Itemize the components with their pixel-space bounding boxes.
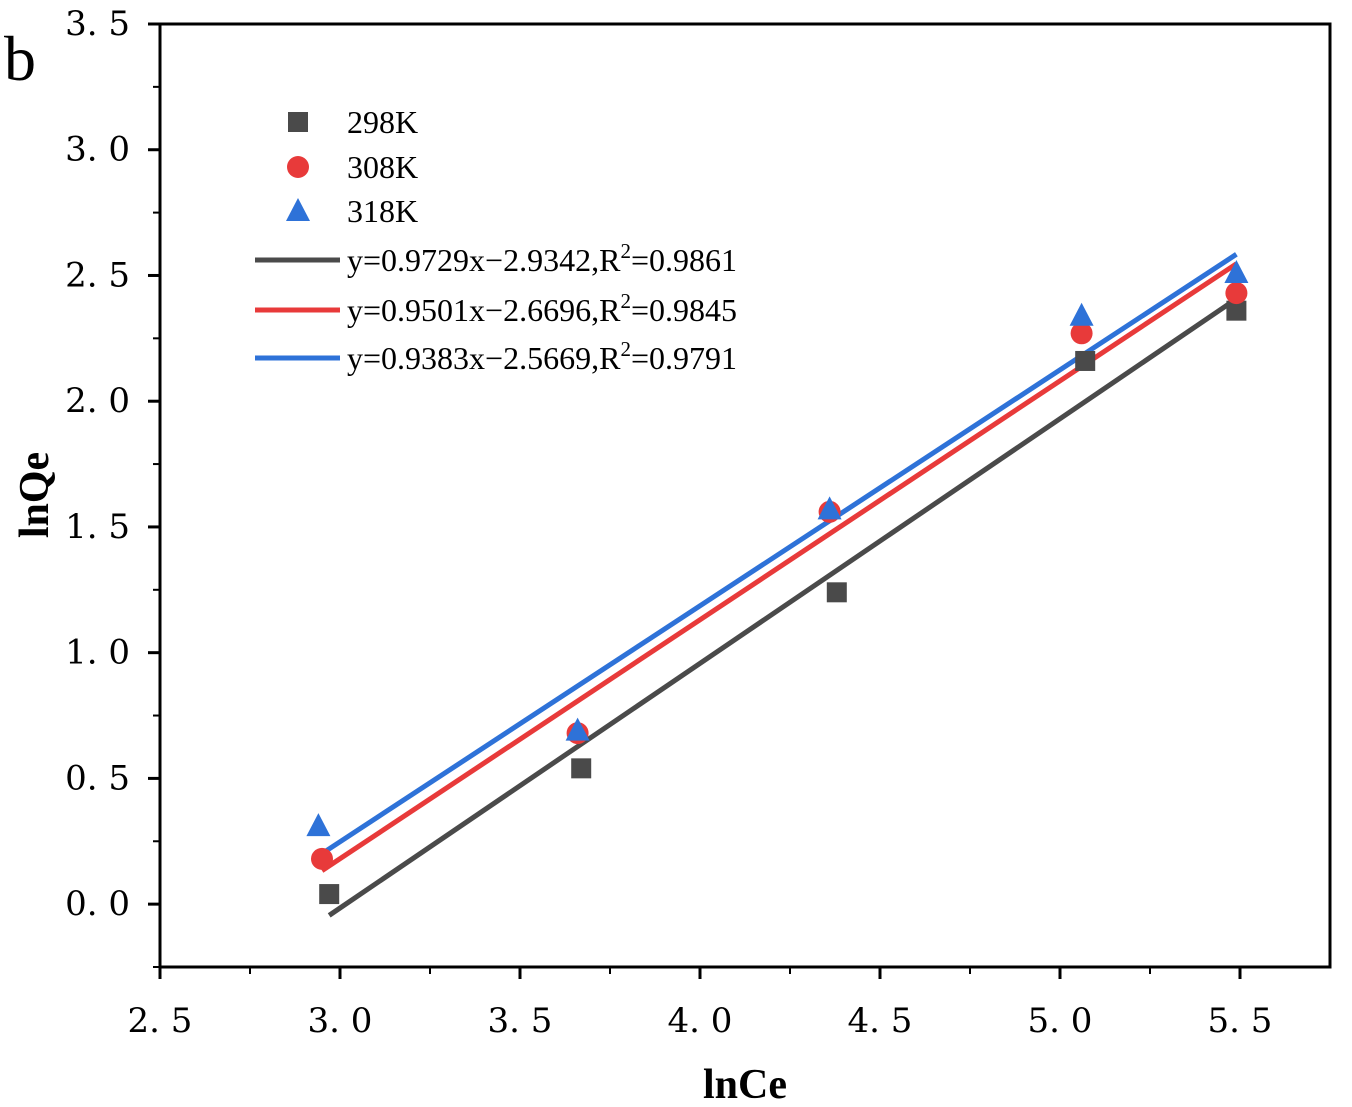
x-tick-label: 4. 5 — [848, 1001, 913, 1041]
data-point — [1226, 300, 1247, 321]
data-point — [311, 847, 333, 870]
data-point — [817, 496, 842, 520]
legend: 298K 308K 318K y=0.9729x−2.9342,R2=0.9861 y=… — [255, 104, 737, 376]
data-markers — [306, 259, 1249, 905]
data-point — [565, 717, 590, 741]
data-point — [306, 813, 331, 837]
data-point — [1069, 302, 1094, 326]
x-tick-label: 5. 0 — [1028, 1001, 1093, 1041]
legend-equation: y=0.9729x−2.9342,R2=0.9861 — [347, 239, 737, 278]
legend-equation: y=0.9383x−2.5669,R2=0.9791 — [347, 337, 737, 376]
ticks: 2. 5 3. 0 3. 5 4. 0 4. 5 5. 0 5. 5 0. 0 0. 5 1. 0… — [65, 4, 1272, 1041]
legend-label: 308K — [347, 149, 418, 185]
legend-label: 298K — [347, 104, 418, 140]
x-tick-label: 3. 5 — [488, 1001, 553, 1041]
y-tick-label: 1. 0 — [65, 633, 130, 673]
legend-marker — [286, 198, 310, 221]
fit-line — [327, 296, 1238, 918]
legend-label: 318K — [347, 193, 418, 229]
data-point — [1224, 259, 1249, 283]
data-point — [571, 758, 592, 779]
panel-label: b — [4, 23, 36, 94]
data-point — [1070, 322, 1093, 345]
y-tick-label: 0. 5 — [65, 758, 130, 798]
x-tick-label: 5. 5 — [1208, 1001, 1273, 1041]
x-axis-title: lnCe — [703, 1062, 787, 1107]
y-tick-label: 3. 0 — [65, 130, 130, 170]
x-tick-label: 4. 0 — [668, 1001, 733, 1041]
y-axis-title: lnQe — [12, 452, 58, 538]
legend-equation: y=0.9501x−2.6696,R2=0.9845 — [347, 289, 737, 328]
legend-marker — [288, 112, 308, 132]
x-tick-label: 3. 0 — [308, 1001, 373, 1041]
data-point — [1075, 350, 1096, 371]
data-point — [319, 884, 340, 905]
y-tick-label: 0. 0 — [65, 884, 130, 924]
y-tick-label: 2. 0 — [65, 381, 130, 421]
data-point — [826, 582, 847, 603]
plot-frame — [158, 22, 1332, 969]
legend-marker — [287, 156, 309, 178]
x-tick-label: 2. 5 — [128, 1001, 193, 1041]
data-point — [1225, 282, 1248, 305]
y-tick-label: 2. 5 — [65, 255, 130, 295]
y-tick-label: 1. 5 — [65, 507, 130, 547]
y-tick-label: 3. 5 — [65, 4, 130, 44]
